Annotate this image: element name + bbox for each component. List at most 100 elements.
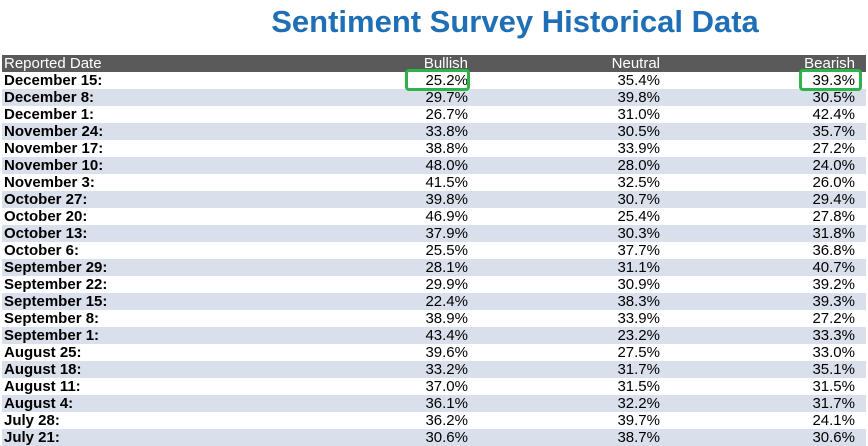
cell-bearish: 35.7% — [812, 123, 855, 140]
cell-neutral: 37.7% — [617, 242, 660, 259]
cell-neutral: 39.8% — [617, 89, 660, 106]
cell-neutral: 31.0% — [617, 106, 660, 123]
cell-bearish: 39.2% — [812, 276, 855, 293]
cell-reported-date: September 1: — [4, 327, 100, 344]
header-bullish: Bullish — [423, 55, 468, 72]
cell-bullish: 43.4% — [425, 327, 468, 344]
cell-reported-date: October 13: — [4, 225, 88, 242]
cell-reported-date: July 28: — [4, 412, 60, 429]
cell-bearish: 39.3% — [812, 293, 855, 310]
cell-neutral: 27.5% — [617, 344, 660, 361]
cell-reported-date: October 27: — [4, 191, 88, 208]
table-row: August 18: 33.2% 31.7% 35.1% — [2, 361, 866, 378]
cell-neutral: 32.5% — [617, 174, 660, 191]
table-row: November 10: 48.0% 28.0% 24.0% — [2, 157, 866, 174]
cell-bullish: 48.0% — [425, 157, 468, 174]
cell-neutral: 35.4% — [617, 72, 660, 89]
cell-reported-date: August 25: — [4, 344, 82, 361]
cell-bullish: 25.2% — [425, 72, 468, 89]
cell-neutral: 33.9% — [617, 140, 660, 157]
cell-reported-date: August 18: — [4, 361, 82, 378]
cell-reported-date: November 3: — [4, 174, 95, 191]
cell-bullish: 37.9% — [425, 225, 468, 242]
cell-bullish: 39.6% — [425, 344, 468, 361]
cell-bearish: 35.1% — [812, 361, 855, 378]
cell-reported-date: December 8: — [4, 89, 95, 106]
cell-bullish: 38.8% — [425, 140, 468, 157]
table-row: July 21: 30.6% 38.7% 30.6% — [2, 429, 866, 446]
cell-bullish: 30.6% — [425, 429, 468, 446]
cell-neutral: 23.2% — [617, 327, 660, 344]
table-row: December 1: 26.7% 31.0% 42.4% — [2, 106, 866, 123]
table-row: September 8: 38.9% 33.9% 27.2% — [2, 310, 866, 327]
cell-reported-date: July 21: — [4, 429, 60, 446]
cell-bullish: 36.1% — [425, 395, 468, 412]
cell-neutral: 39.7% — [617, 412, 660, 429]
cell-bullish: 29.7% — [425, 89, 468, 106]
table-row: September 1: 43.4% 23.2% 33.3% — [2, 327, 866, 344]
cell-neutral: 30.9% — [617, 276, 660, 293]
cell-reported-date: September 29: — [4, 259, 108, 276]
cell-bearish: 31.8% — [812, 225, 855, 242]
table-row: October 6: 25.5% 37.7% 36.8% — [2, 242, 866, 259]
cell-bullish: 33.8% — [425, 123, 468, 140]
cell-neutral: 31.7% — [617, 361, 660, 378]
cell-bullish: 37.0% — [425, 378, 468, 395]
cell-neutral: 32.2% — [617, 395, 660, 412]
cell-neutral: 38.3% — [617, 293, 660, 310]
table-row: September 15: 22.4% 38.3% 39.3% — [2, 293, 866, 310]
cell-bearish: 33.3% — [812, 327, 855, 344]
cell-bullish: 38.9% — [425, 310, 468, 327]
cell-bullish: 46.9% — [425, 208, 468, 225]
table-row: December 15: 25.2% 35.4% 39.3% — [2, 72, 866, 89]
cell-neutral: 30.5% — [617, 123, 660, 140]
cell-bullish: 41.5% — [425, 174, 468, 191]
header-bearish: Bearish — [804, 55, 855, 72]
table-row: August 11: 37.0% 31.5% 31.5% — [2, 378, 866, 395]
cell-bearish: 40.7% — [812, 259, 855, 276]
cell-bearish: 30.5% — [812, 89, 855, 106]
cell-reported-date: September 22: — [4, 276, 108, 293]
cell-bearish: 27.2% — [812, 140, 855, 157]
page-title: Sentiment Survey Historical Data — [271, 4, 759, 39]
cell-bearish: 26.0% — [812, 174, 855, 191]
cell-neutral: 25.4% — [617, 208, 660, 225]
cell-neutral: 33.9% — [617, 310, 660, 327]
cell-bullish: 22.4% — [425, 293, 468, 310]
cell-reported-date: September 15: — [4, 293, 108, 310]
cell-bullish: 28.1% — [425, 259, 468, 276]
cell-bearish: 36.8% — [812, 242, 855, 259]
cell-bearish: 27.8% — [812, 208, 855, 225]
cell-bearish: 39.3% — [812, 72, 855, 89]
cell-bearish: 24.1% — [812, 412, 855, 429]
cell-reported-date: August 4: — [4, 395, 74, 412]
table-row: November 24: 33.8% 30.5% 35.7% — [2, 123, 866, 140]
cell-neutral: 30.7% — [617, 191, 660, 208]
table-row: August 4: 36.1% 32.2% 31.7% — [2, 395, 866, 412]
cell-reported-date: September 8: — [4, 310, 100, 327]
table-row: October 27: 39.8% 30.7% 29.4% — [2, 191, 866, 208]
cell-bullish: 33.2% — [425, 361, 468, 378]
cell-bullish: 36.2% — [425, 412, 468, 429]
table-row: September 22: 29.9% 30.9% 39.2% — [2, 276, 866, 293]
cell-reported-date: October 20: — [4, 208, 88, 225]
cell-bearish: 30.6% — [812, 429, 855, 446]
cell-bearish: 27.2% — [812, 310, 855, 327]
cell-bullish: 39.8% — [425, 191, 468, 208]
table-row: August 25: 39.6% 27.5% 33.0% — [2, 344, 866, 361]
cell-reported-date: August 11: — [4, 378, 81, 395]
cell-bullish: 29.9% — [425, 276, 468, 293]
table-row: October 13: 37.9% 30.3% 31.8% — [2, 225, 866, 242]
cell-reported-date: October 6: — [4, 242, 80, 259]
header-neutral: Neutral — [611, 55, 660, 72]
cell-reported-date: December 1: — [4, 106, 95, 123]
cell-bearish: 29.4% — [812, 191, 855, 208]
cell-bearish: 24.0% — [812, 157, 855, 174]
table-header-row: Reported Date Bullish Neutral Bearish — [2, 55, 866, 72]
cell-reported-date: November 24: — [4, 123, 104, 140]
cell-neutral: 28.0% — [617, 157, 660, 174]
table-row: November 17: 38.8% 33.9% 27.2% — [2, 140, 866, 157]
table-row: November 3: 41.5% 32.5% 26.0% — [2, 174, 866, 191]
table-row: July 28: 36.2% 39.7% 24.1% — [2, 412, 866, 429]
cell-bearish: 31.5% — [812, 378, 855, 395]
